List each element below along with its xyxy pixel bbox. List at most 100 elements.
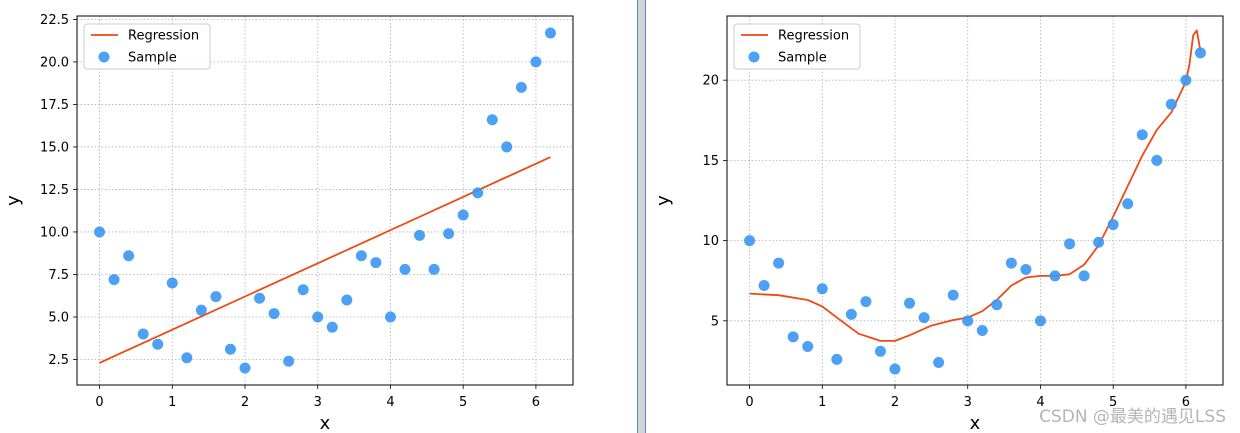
right-sample-point [1136,129,1148,141]
left-ytick-label: 10.0 [40,225,69,240]
right-sample-point [1049,270,1061,282]
left-sample-point [486,114,498,126]
left-regression-chart: 0 1 2 3 4 5 6 2.5 5.0 7.5 10.0 12.5 15.0 17.5 20.0 22.5… [3,13,574,433]
left-ytick-label: 2.5 [48,353,69,368]
right-xtick-label: 5 [1109,395,1117,410]
right-xtick-label: 1 [818,395,826,410]
right-xtick-label: 4 [1036,395,1044,410]
left-figure-panel: 0 1 2 3 4 5 6 2.5 5.0 7.5 10.0 12.5 15.0 17.5 20.0 22.5… [0,0,637,433]
watermark-text: CSDN @最美的遇见LSS [1039,407,1226,427]
left-sample-point [414,229,426,241]
right-sample-point [787,331,799,343]
left-sample-point [312,311,324,323]
left-sample-point [428,263,440,275]
left-sample-point [530,56,542,68]
right-ytick-label: 15 [702,154,719,169]
right-sample-point [962,315,974,327]
left-sample-point [181,352,193,364]
left-sample-point [355,250,367,262]
right-xtick-label: 6 [1182,395,1190,410]
right-ytick-label: 20 [702,74,719,89]
right-sample-point [933,357,945,369]
left-xtick-label: 5 [459,395,467,410]
right-sample-point [773,257,785,269]
left-xtick-label: 2 [241,395,249,410]
right-sample-point [1107,219,1119,231]
left-xtick-label: 3 [314,395,322,410]
left-sample-point [224,343,236,355]
right-legend-point-swatch [748,51,760,63]
right-ytick-label: 5 [711,314,719,329]
left-ytick-label: 20.0 [40,55,69,70]
panel-divider-right-edge [645,0,646,433]
right-sample-point [874,345,886,357]
right-xtick-label: 2 [891,395,899,410]
right-ytick-label: 10 [702,234,719,249]
right-sample-point [1020,263,1032,275]
right-sample-point [860,296,872,308]
left-sample-point [166,277,178,289]
left-sample-point [268,308,280,320]
right-sample-point [758,280,770,292]
right-sample-point [889,363,901,375]
left-sample-point [108,274,120,286]
right-sample-point [1165,98,1177,110]
left-ytick-label: 22.5 [40,13,69,28]
left-sample-point [254,292,266,304]
right-figure-panel: 0 1 2 3 4 5 6 5 10 15 20 x y Regression Sample [646,0,1240,433]
right-y-axis-label: y [653,195,674,206]
left-legend-regression-label: Regression [128,29,199,44]
right-sample-point [1005,257,1017,269]
right-legend-regression-label: Regression [778,29,849,44]
left-ytick-label: 7.5 [48,268,69,283]
right-sample-point [1180,74,1192,86]
left-sample-point [544,27,556,39]
left-xtick-label: 6 [532,395,540,410]
right-sample-point [1194,47,1206,59]
left-sample-point [195,304,207,316]
right-sample-point [816,283,828,295]
right-sample-point [744,235,756,247]
left-xtick-label: 1 [168,395,176,410]
left-ytick-label: 17.5 [40,98,69,113]
left-sample-point [399,263,411,275]
right-sample-point [947,289,959,301]
left-sample-point [152,338,164,350]
left-sample-point [370,257,382,269]
right-x-axis-label: x [970,413,981,433]
right-xtick-label: 3 [964,395,972,410]
right-sample-point [976,324,988,336]
right-sample-point [1093,236,1105,248]
left-sample-point [341,294,353,306]
right-sample-point [918,312,930,324]
right-sample-point [1064,238,1076,250]
left-plot-frame [76,15,574,386]
left-legend-sample-label: Sample [128,51,177,66]
right-plot-frame [726,15,1224,386]
left-y-axis-label: y [3,195,24,206]
left-sample-point [239,362,251,374]
left-sample-point [283,355,295,367]
right-legend-sample-label: Sample [778,51,827,66]
left-ytick-label: 5.0 [48,310,69,325]
left-regression-line [99,156,551,364]
left-xtick-label: 0 [95,395,103,410]
left-ytick-label: 15.0 [40,140,69,155]
left-sample-point [210,291,222,303]
left-sample-point [501,141,513,153]
right-xtick-label: 0 [745,395,753,410]
left-sample-point [297,284,309,296]
right-sample-point [802,340,814,352]
right-sample-point [1122,198,1134,210]
right-sample-point [831,353,843,365]
right-sample-point [1078,270,1090,282]
left-x-axis-label: x [320,413,331,433]
left-sample-point [326,321,338,333]
left-legend-point-swatch [98,51,110,63]
right-sample-point [1151,154,1163,166]
left-sample-point [443,228,455,240]
left-sample-point [472,187,484,199]
left-sample-point [515,81,527,93]
left-sample-point [457,209,469,221]
left-sample-point [384,311,396,323]
